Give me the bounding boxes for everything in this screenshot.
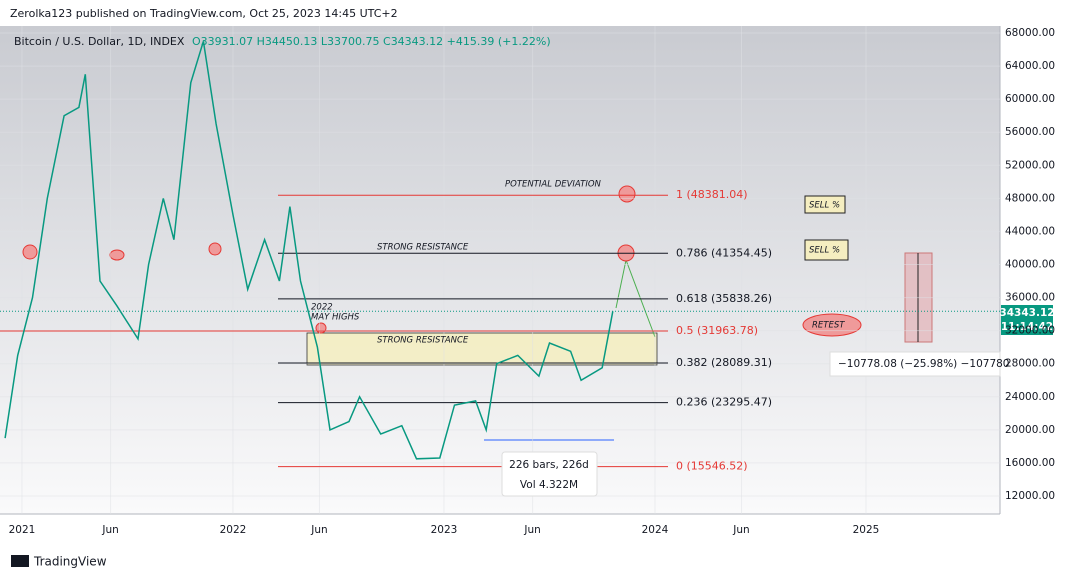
symbol: Bitcoin / U.S. Dollar, 1D, INDEX — [14, 35, 185, 48]
annotation: SELL % — [809, 201, 840, 211]
x-tick-label: 2022 — [220, 524, 247, 536]
y-tick-label: 64000.00 — [1005, 60, 1055, 72]
x-tick-label: Jun — [101, 524, 118, 536]
marker — [315, 322, 327, 334]
measure-label-box — [829, 351, 1001, 377]
plot-area — [0, 26, 1000, 514]
fib-label: 0.618 (35838.26) — [676, 292, 772, 305]
price-badge — [1001, 305, 1053, 335]
fib-label: 0.382 (28089.31) — [676, 356, 772, 369]
price-badge-text: 11:14:42 — [1001, 321, 1053, 333]
marker — [109, 249, 125, 261]
logo — [11, 555, 29, 567]
marker — [208, 242, 222, 256]
x-tick-label: 2023 — [431, 524, 458, 536]
measure-label: −10778.08 (−25.98%) −107780 — [838, 358, 1009, 370]
x-tick-label: Jun — [310, 524, 327, 536]
publisher: Zerolka123 published on TradingView.com,… — [10, 7, 398, 20]
annotation: STRONG RESISTANCE — [377, 243, 469, 253]
resistance-zone — [306, 332, 658, 366]
y-tick-label: 36000.00 — [1005, 292, 1055, 304]
y-tick-label: 44000.00 — [1005, 225, 1055, 237]
annotation: SELL % — [809, 246, 840, 256]
x-tick-label: Jun — [732, 524, 749, 536]
x-tick-label: 2021 — [9, 524, 36, 536]
y-tick-label: 12000.00 — [1005, 490, 1055, 502]
range-label-box — [501, 451, 598, 497]
fib-label: 0 (15546.52) — [676, 460, 748, 473]
fib-label: 1 (48381.04) — [676, 188, 748, 201]
x-tick-label: 2024 — [642, 524, 669, 536]
y-tick-label: 32000.00 — [1005, 325, 1055, 337]
fib-label: 0.5 (31963.78) — [676, 324, 758, 337]
x-tick-label: Jun — [523, 524, 540, 536]
marker — [22, 244, 38, 260]
fib-label: 0.236 (23295.47) — [676, 396, 772, 409]
price-badge-text: 34343.12 — [999, 307, 1054, 319]
y-tick-label: 40000.00 — [1005, 259, 1055, 271]
x-tick-label: 2025 — [853, 524, 880, 536]
y-tick-label: 52000.00 — [1005, 159, 1055, 171]
y-tick-label: 20000.00 — [1005, 424, 1055, 436]
annotation: 2022 — [311, 303, 333, 313]
fib-label: 0.786 (41354.45) — [676, 246, 772, 259]
y-tick-label: 48000.00 — [1005, 192, 1055, 204]
ohlc: O33931.07 H34450.13 L33700.75 C34343.12 … — [192, 35, 551, 48]
price-line — [4, 41, 614, 460]
y-tick-label: 16000.00 — [1005, 457, 1055, 469]
range-label: 226 bars, 226d — [509, 459, 589, 471]
range-label: Vol 4.322M — [520, 479, 578, 491]
annotation: MAY HIGHS — [311, 313, 360, 323]
y-tick-label: 24000.00 — [1005, 391, 1055, 403]
annotation: RETEST — [812, 321, 845, 331]
y-tick-label: 60000.00 — [1005, 93, 1055, 105]
marker — [618, 185, 636, 203]
y-tick-label: 56000.00 — [1005, 126, 1055, 138]
sell-box — [804, 239, 849, 261]
annotation: STRONG RESISTANCE — [377, 336, 469, 346]
annotation: POTENTIAL DEVIATION — [505, 180, 602, 190]
footer-brand: TradingView — [33, 555, 107, 569]
sell-box — [804, 195, 846, 214]
y-tick-label: 68000.00 — [1005, 27, 1055, 39]
y-tick-label: 28000.00 — [1005, 358, 1055, 370]
